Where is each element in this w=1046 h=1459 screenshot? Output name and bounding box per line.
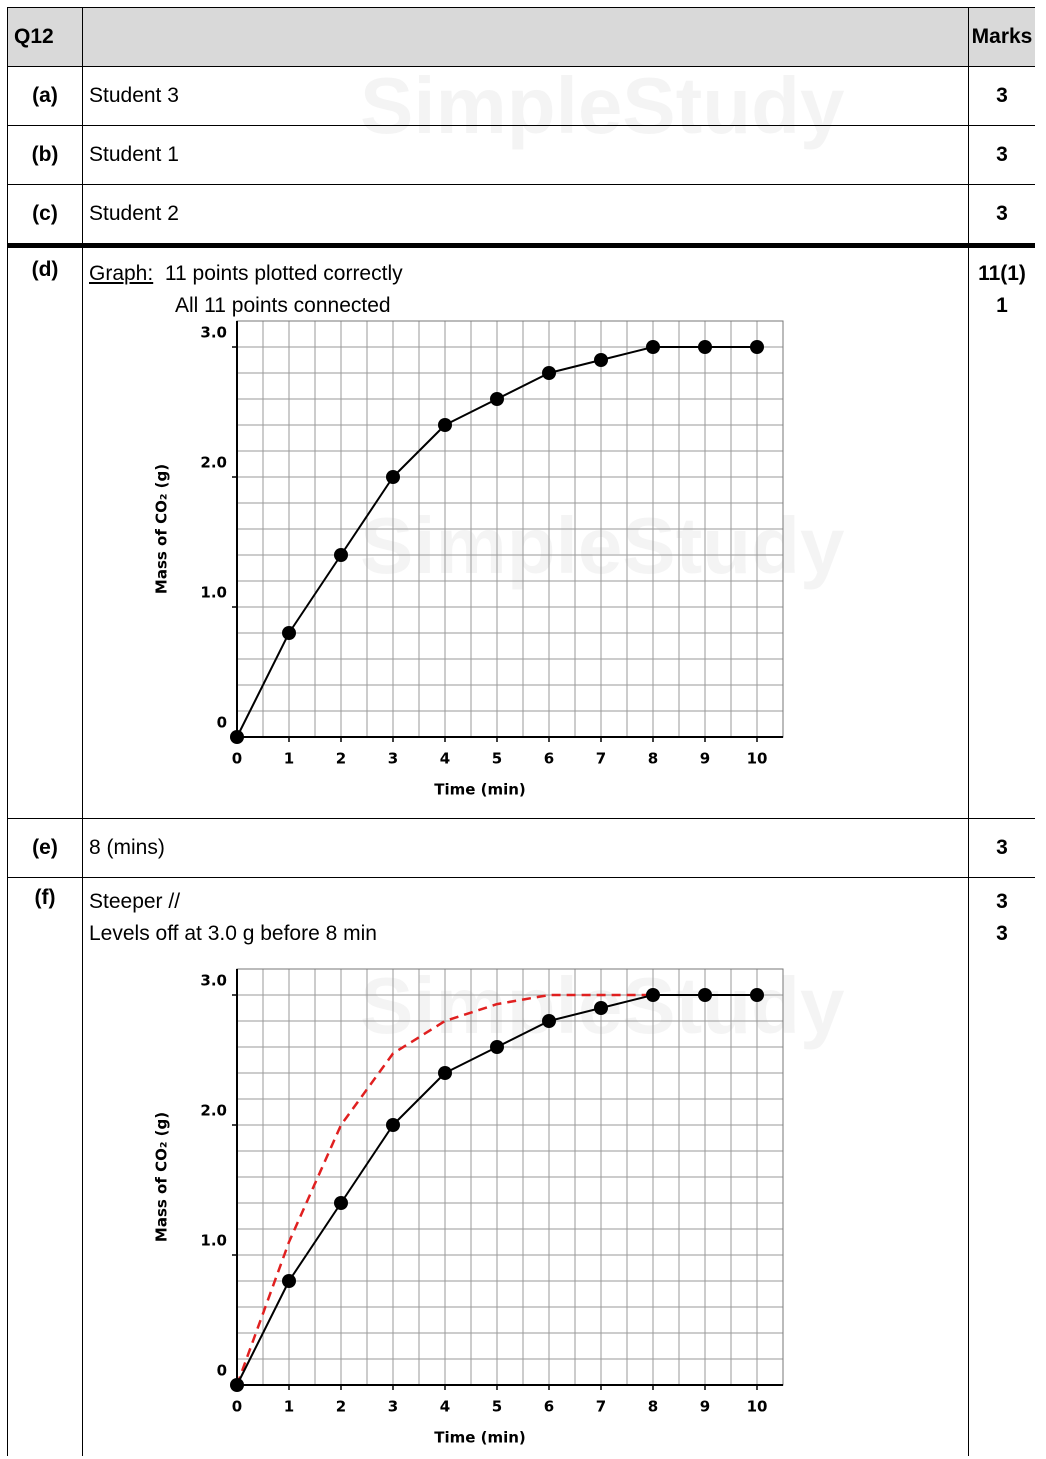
data-point [438,418,452,432]
marks: 3 [968,184,1035,248]
x-tick-label: 7 [596,750,606,768]
data-point [438,1066,452,1080]
x-tick-label: 3 [388,1398,398,1416]
x-tick-label: 1 [284,1398,294,1416]
x-tick-label: 6 [544,1398,554,1416]
x-tick-label: 1 [284,750,294,768]
header-blank [82,7,969,67]
x-tick-label: 2 [336,750,346,768]
x-tick-label: 8 [648,750,658,768]
answer: Graph: 11 points plotted correctly All 1… [82,245,969,819]
y-tick-label: 0 [217,1362,227,1380]
x-axis-label: Time (min) [434,1429,526,1447]
part: (e) [7,818,83,878]
x-tick-label: 6 [544,750,554,768]
data-point [698,340,712,354]
question-number: Q12 [7,7,83,67]
y-tick-label: 1.0 [200,584,227,602]
data-point [282,1274,296,1288]
x-tick-label: 5 [492,1398,502,1416]
data-point [230,1378,244,1392]
y-tick-label: 3.0 [200,324,227,342]
y-axis-label: Mass of CO₂ (g) [153,464,171,594]
mark: 3 [996,922,1008,945]
data-point [594,1001,608,1015]
data-point [646,988,660,1002]
answer-line: 11 points plotted correctly [164,262,403,285]
data-point [750,988,764,1002]
data-point [334,548,348,562]
y-tick-label: 0 [217,714,227,732]
graph-label: Graph: [89,262,154,285]
chart: 0 1 2 3 4 5 6 7 8 9 10 0 1.0 2.0 3.0 Time (min) Mass of … [153,320,784,799]
x-tick-label: 0 [232,1398,242,1416]
marks: 3 [968,818,1035,878]
x-tick-label: 9 [700,750,710,768]
data-point [386,470,400,484]
x-tick-label: 7 [596,1398,606,1416]
data-point [490,1040,504,1054]
answer: Student 3 [82,66,969,126]
answer-line: All 11 points connected [175,294,391,317]
part: (a) [7,66,83,126]
answer-line: Steeper // [89,890,181,913]
answer: 8 (mins) [82,818,969,878]
answer-line: Levels off at 3.0 g before 8 min [89,922,377,945]
data-point [542,1014,556,1028]
answer: Student 2 [82,184,969,248]
marks: 3 [968,125,1035,185]
x-tick-label: 0 [232,750,242,768]
part: (b) [7,125,83,185]
marks-header: Marks [968,7,1035,67]
header-row: Q12 Marks [7,7,1035,67]
data-point [386,1118,400,1132]
y-axis-label: Mass of CO₂ (g) [153,1112,171,1242]
x-tick-label: 4 [440,750,450,768]
x-tick-label: 10 [747,1398,768,1416]
data-point [698,988,712,1002]
x-tick-label: 10 [747,750,768,768]
answer: Student 1 [82,125,969,185]
mark: 3 [996,890,1008,913]
data-point [542,366,556,380]
x-tick-label: 9 [700,1398,710,1416]
x-tick-label: 5 [492,750,502,768]
data-point [282,626,296,640]
x-tick-label: 2 [336,1398,346,1416]
data-point [750,340,764,354]
x-tick-label: 4 [440,1398,450,1416]
marks: 11(1) 1 [968,245,1035,819]
x-tick-label: 3 [388,750,398,768]
part: (d) [7,245,83,819]
answer: Steeper // Levels off at 3.0 g before 8 … [82,877,969,1456]
part: (c) [7,184,83,248]
series-line [235,993,653,1386]
x-tick-label: 8 [648,1398,658,1416]
y-tick-label: 2.0 [200,454,227,472]
mark: 11(1) [978,262,1026,285]
data-point [230,730,244,744]
data-point [334,1196,348,1210]
marks: 3 [968,66,1035,126]
mark: 1 [996,294,1008,317]
x-axis-label: Time (min) [434,781,526,799]
y-tick-label: 3.0 [200,972,227,990]
data-point [646,340,660,354]
data-point [594,353,608,367]
y-tick-label: 2.0 [200,1102,227,1120]
y-tick-label: 1.0 [200,1232,227,1250]
chart: 0 1 2 3 4 5 6 7 8 9 10 0 1.0 2.0 3.0 Time (min) Mass of … [153,968,784,1447]
part: (f) [7,877,83,1456]
data-point [490,392,504,406]
